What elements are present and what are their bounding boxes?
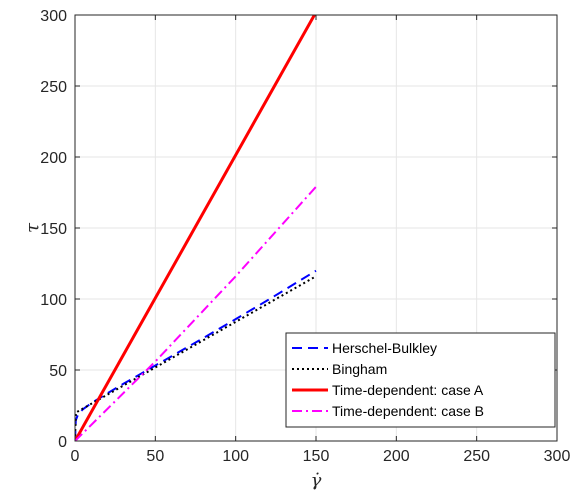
x-tick-label: 200 (383, 448, 410, 465)
y-tick-label: 150 (40, 221, 67, 238)
legend-label: Herschel-Bulkley (332, 340, 437, 356)
series-group (75, 15, 317, 441)
x-axis-label: γ̇ (311, 470, 322, 491)
y-tick-label: 50 (49, 363, 67, 380)
y-tick-label: 0 (58, 434, 67, 451)
x-tick-label: 100 (222, 448, 249, 465)
x-tick-label: 50 (146, 448, 164, 465)
legend-label: Time-dependent: case B (332, 403, 484, 419)
x-tick-label: 300 (544, 448, 571, 465)
y-tick-label: 100 (40, 292, 67, 309)
legend-label: Time-dependent: case A (332, 382, 484, 398)
x-tick-label: 0 (71, 448, 80, 465)
y-axis-label: τ (22, 222, 43, 233)
y-tick-label: 300 (40, 8, 67, 25)
legend-box (285, 332, 556, 428)
series-line-3 (75, 15, 317, 441)
legend: Herschel-Bulkley Bingham Time-dependent: c… (285, 332, 556, 428)
x-tick-label: 150 (303, 448, 330, 465)
y-tick-label: 250 (40, 79, 67, 96)
y-tick-label: 200 (40, 150, 67, 167)
x-tick-label: 250 (463, 448, 490, 465)
legend-label: Bingham (332, 361, 387, 377)
ticks: 0 50 100 150 200 250 300 0 50 100 150 200 250 300 (40, 8, 570, 465)
